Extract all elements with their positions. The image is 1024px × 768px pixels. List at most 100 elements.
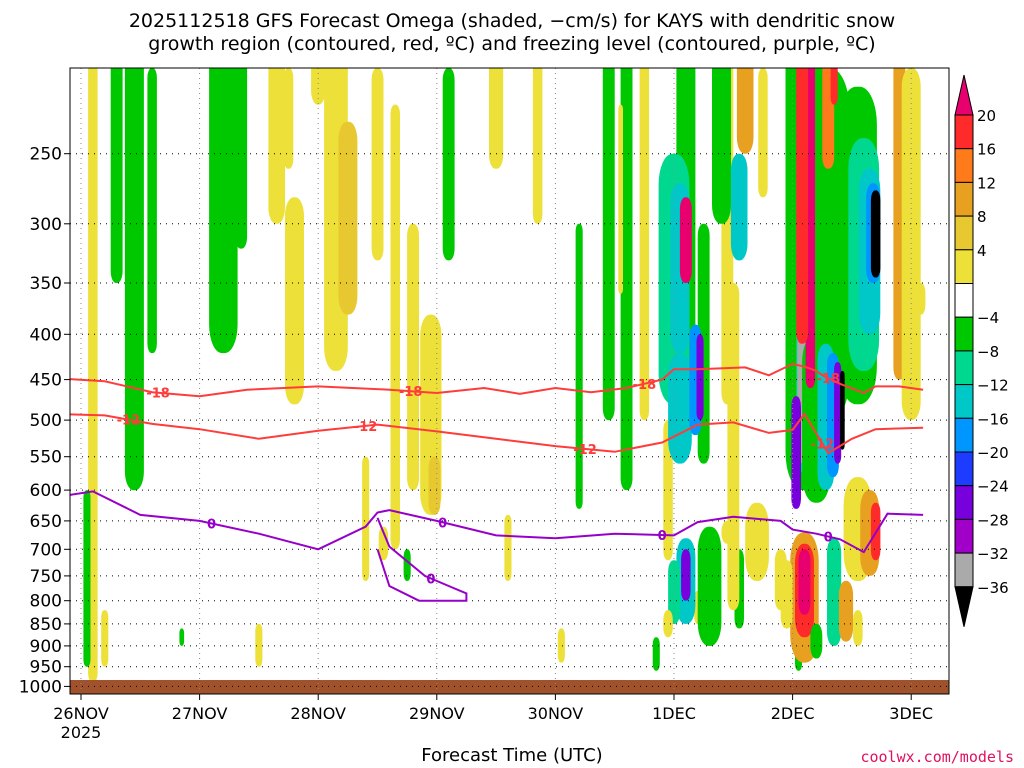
omega-shade-39 [758,68,768,198]
omega-shade-13 [179,628,185,646]
omega-shade-23 [362,456,370,581]
omega-shade-6 [209,68,238,354]
contour-label-dgz_minus18-1: -18 [399,385,423,400]
y-tick-label-950: 950 [30,658,62,678]
omega-shade-56 [915,283,926,315]
y-tick-label-500: 500 [30,411,62,431]
y-tick-label-800: 800 [30,592,62,612]
y-tick-label-550: 550 [30,448,62,468]
omega-shade-8 [258,0,272,48]
omega-shade-5 [83,490,91,667]
y-tick-label-350: 350 [30,274,62,294]
omega-shade-26 [489,68,504,169]
omega-shade-65 [796,68,809,344]
omega-shade-74 [827,538,842,646]
colorbar-box-14 [954,552,974,588]
colorbar-box-6 [954,283,974,318]
colorbar-label-3: 8 [977,208,987,226]
y-tick-label-750: 750 [30,567,62,587]
omega-shade-85 [696,334,704,420]
omega-shade-73 [798,549,811,615]
x-tick-label-30nov: 30NOV [528,704,584,723]
credit-text: coolwx.com/models [860,748,1014,766]
contour-label-dgz_minus18-0: -18 [146,387,170,402]
omega-shade-82 [679,197,692,283]
colorbar-label-0: 20 [977,107,996,125]
colorbar-label-2: 12 [977,174,996,192]
omega-shade-89 [681,549,691,601]
omega-shade-22 [442,68,455,261]
chart-title-line-2: growth region (contoured, red, ºC) and f… [148,33,876,55]
omega-shade-95 [774,549,787,611]
colorbar-box-4 [954,215,974,251]
omega-shade-1 [110,68,123,283]
omega-shade-9 [268,68,285,224]
omega-shade-96 [652,637,660,671]
omega-shade-100 [457,0,464,28]
plot-frame [69,67,950,695]
contour-label-freezing_level_lobe-0: 0 [426,572,435,587]
omega-shade-67 [791,396,801,509]
omega-shade-12 [255,623,263,667]
colorbar-label-9: −20 [977,444,1009,462]
omega-shade-18 [390,104,400,550]
omega-shade-25 [403,549,411,581]
omega-shade-55 [901,68,921,421]
omega-shade-27 [532,68,543,224]
colorbar-label-8: −16 [977,410,1009,428]
omega-shade-30 [620,68,633,491]
x-tick-label-26nov: 26NOV [53,704,109,723]
omega-shade-103 [618,104,623,294]
omega-shade-3 [147,68,157,354]
y-tick-label-850: 850 [30,615,62,635]
y-tick-label-450: 450 [30,371,62,391]
colorbar-box-5 [954,249,974,285]
colorbar-box-7 [954,316,974,352]
omega-shade-7 [235,68,248,249]
colorbar-label-5: −4 [977,309,999,327]
omega-shade-19 [407,223,419,491]
contour-label-freezing_level-1: 0 [438,516,447,531]
colorbar-box-12 [954,485,974,520]
x-tick-label-2dec: 2DEC [771,704,815,723]
omega-shade-29 [602,68,615,421]
colorbar-box-8 [954,350,974,386]
omega-shade-38 [727,283,740,611]
contour-freezing_level_lobe [376,517,468,602]
x-tick-label-1dec: 1DEC [652,704,696,723]
y-tick-label-250: 250 [30,145,62,165]
omega-shade-86 [712,68,731,224]
omega-shade-98 [249,0,256,28]
colorbar-label-10: −24 [977,478,1009,496]
x-tick-label-3dec: 3DEC [889,704,933,723]
omega-shade-21 [428,456,441,515]
omega-shade-28 [575,223,583,509]
colorbar-box-9 [954,384,974,419]
colorbar-label-6: −8 [977,343,999,361]
omega-shade-75 [838,580,854,642]
contour-label-dgz_minus18-2: -18 [633,378,657,393]
contour-label-freezing_level-3: 0 [824,531,833,546]
colorbar-box-13 [954,518,974,554]
x-tick-label-29nov: 29NOV [409,704,465,723]
omega-shade-10 [285,197,304,405]
contour-label-dgz_minus18-3: -18 [816,372,840,387]
colorbar-label-7: −12 [977,377,1009,395]
chart-title-line-1: 2025112518 GFS Forecast Omega (shaded, −… [128,10,896,32]
y-tick-label-600: 600 [30,481,62,501]
colorbar-arrow-bottom [954,586,974,627]
x-tick-label-27nov: 27NOV [172,704,228,723]
omega-shade-4 [101,610,109,667]
contour-label-dgz_minus12-3: -12 [811,438,835,453]
colorbar-label-11: −28 [977,511,1009,529]
omega-shade-32 [663,420,673,561]
omega-shade-17 [371,68,384,261]
omega-shade-58 [830,68,838,105]
omega-shade-31 [639,68,650,421]
omega-shade-76 [853,610,863,646]
x-tick-year-label: 2025 [61,723,102,742]
y-tick-label-900: 900 [30,637,62,657]
colorbar-arrow-top [954,74,974,116]
omega-shade-77 [810,623,823,659]
